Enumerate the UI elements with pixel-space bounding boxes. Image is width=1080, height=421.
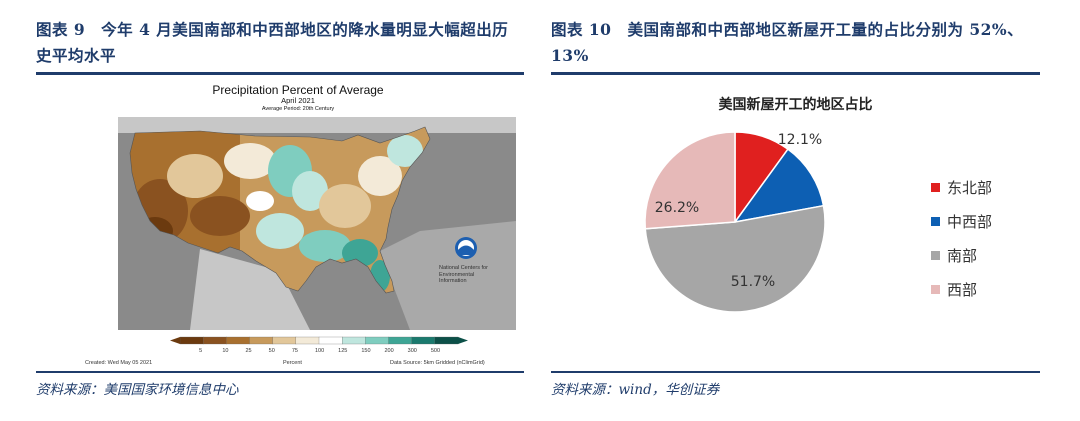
precipitation-colorbar: [170, 336, 468, 345]
bottom-rule-right: [551, 371, 1040, 373]
bottom-rule-left: [36, 371, 524, 373]
legend-item: 南部: [931, 245, 977, 266]
pie-data-label: 51.7%: [731, 274, 775, 290]
agency-label: National Centers for Environmental Infor…: [439, 265, 488, 284]
pie-chart-title: 美国新屋开工的地区占比: [718, 97, 873, 113]
colorbar-swatch: [295, 336, 320, 345]
colorbar-tick-label: 10: [222, 348, 229, 354]
source-left: 资料来源：美国国家环境信息中心: [36, 382, 239, 398]
colorbar-swatch: [434, 336, 459, 345]
colorbar-left-arrow: [170, 337, 180, 344]
legend-item: 中西部: [931, 211, 992, 232]
pie-chart: 12.1%12.1%51.7%26.2%: [644, 131, 826, 313]
precipitation-map: [118, 117, 516, 345]
pie-slice-3: [644, 204, 826, 313]
colorbar-tick-label: 500: [430, 348, 441, 354]
colorbar-tick-label: 300: [407, 348, 417, 354]
map-data-source: Data Source: 5km Gridded (nClimGrid): [390, 360, 485, 366]
colorbar-swatch: [388, 336, 413, 345]
noaa-logo: [455, 237, 477, 259]
colorbar-tick-label: 125: [338, 348, 348, 354]
colorbar-tick-label: 100: [315, 348, 325, 354]
colorbar-unit: Percent: [283, 360, 302, 366]
colorbar-swatch: [318, 336, 343, 345]
pie-slice-4: [644, 131, 736, 230]
us-outline: [129, 126, 431, 294]
pie-data-label: 12.1%: [778, 132, 822, 148]
legend-item: 西部: [931, 279, 977, 300]
legend-label: 中西部: [947, 213, 993, 231]
legend-swatch: [931, 285, 940, 294]
ocean-area: [380, 221, 516, 330]
colorbar-tick-label: 150: [361, 348, 371, 354]
legend-label: 东北部: [947, 179, 993, 197]
colorbar-swatch: [179, 336, 204, 345]
colorbar-tick-label: 50: [268, 348, 275, 354]
precipitation-map-figure: Precipitation Percent of Average April 2…: [80, 81, 516, 370]
figure-title-left: 图表 9 今年 4 月美国南部和中西部地区的降水量明显大幅超出历史平均水平: [36, 20, 509, 65]
colorbar-swatch: [365, 336, 389, 345]
pie-data-label: 26.2%: [655, 200, 699, 216]
mexico-area: [190, 249, 310, 330]
legend-swatch: [931, 251, 940, 260]
map-created: Created: Wed May 05 2021: [85, 360, 153, 366]
legend-label: 西部: [947, 281, 978, 299]
legend-swatch: [931, 217, 940, 226]
figure-title-right: 图表 10 美国南部和中西部地区新屋开工量的占比分别为 52%、13%: [551, 20, 1024, 65]
source-right: 资料来源：wind，华创证券: [551, 382, 720, 398]
canada-area: [118, 117, 516, 133]
colorbar-right-arrow: [458, 337, 468, 344]
map-title: Precipitation Percent of Average: [212, 83, 384, 97]
map-subtitle: April 2021: [281, 96, 315, 105]
colorbar-swatch: [226, 336, 250, 345]
colorbar-tick-label: 75: [291, 348, 298, 354]
top-rule-left: [36, 72, 524, 75]
colorbar-swatch: [203, 336, 227, 345]
colorbar-swatch: [249, 336, 274, 345]
top-rule-right: [551, 72, 1040, 75]
colorbar-tick-label: 200: [384, 348, 394, 354]
colorbar-tick-label: 25: [245, 348, 252, 354]
legend-swatch: [931, 183, 940, 192]
legend-label: 南部: [947, 247, 978, 265]
colorbar-swatch: [272, 336, 297, 345]
colorbar-swatch: [342, 336, 366, 345]
legend-item: 东北部: [931, 177, 992, 198]
colorbar-tick-label: 5: [199, 348, 203, 354]
pie-slice-2: [733, 148, 825, 224]
map-period: Average Period: 20th Century: [261, 106, 335, 112]
colorbar-swatch: [411, 336, 436, 345]
